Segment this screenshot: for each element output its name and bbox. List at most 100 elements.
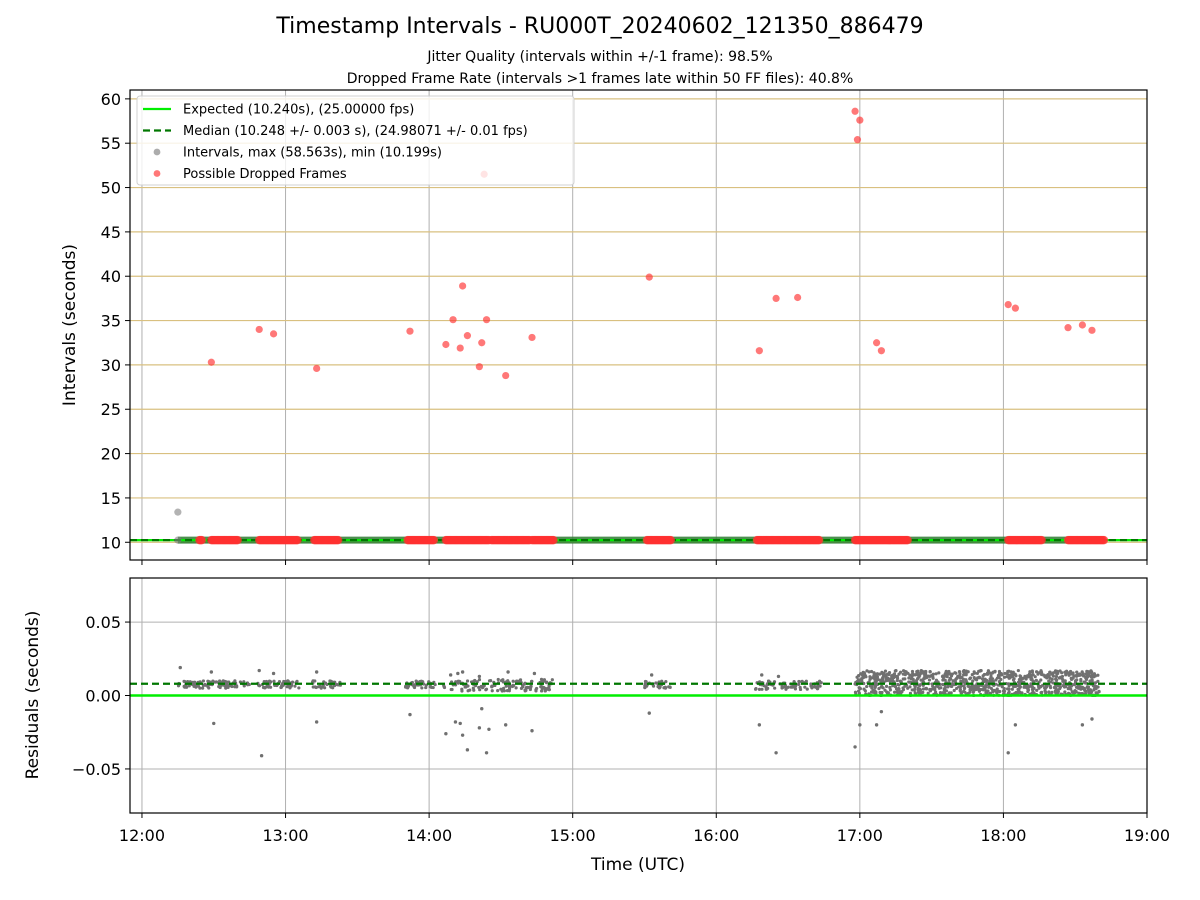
residual-point (314, 720, 319, 724)
residual-point (405, 684, 409, 689)
residual-point (898, 670, 903, 674)
residual-point (1093, 681, 1098, 685)
residual-point (928, 670, 932, 674)
residual-point (975, 671, 979, 676)
residual-point (1056, 691, 1060, 695)
legend-box (136, 95, 575, 186)
residual-point (481, 684, 485, 688)
residual-point (1066, 687, 1070, 691)
residual-point (1000, 685, 1004, 689)
residual-point (812, 685, 816, 689)
residual-point (427, 680, 431, 684)
x-tick-label: 16:00 (693, 826, 739, 845)
residual-point (880, 670, 884, 675)
residual-point (1063, 670, 1067, 674)
residual-point (1019, 674, 1023, 679)
residual-point (1047, 690, 1051, 694)
residual-point (917, 675, 921, 679)
residual-point (1076, 673, 1080, 677)
residual-point (964, 673, 968, 677)
residual-point (901, 669, 906, 673)
residual-point (999, 677, 1003, 682)
residual-point (869, 669, 874, 674)
residual-point (760, 687, 764, 691)
residual-point (450, 687, 454, 692)
dropped-frame-point (429, 535, 439, 545)
residual-point (1003, 671, 1007, 676)
residual-point (545, 686, 550, 691)
dropped-frame-point (406, 327, 414, 335)
residual-point (1037, 671, 1041, 675)
legend-swatch (153, 148, 161, 156)
residual-point (1002, 675, 1007, 679)
residual-point (924, 669, 928, 674)
residual-point (913, 687, 917, 691)
residual-point (540, 689, 544, 693)
residual-point (934, 690, 938, 694)
residual-point (1048, 684, 1052, 688)
residual-point (1021, 676, 1025, 680)
residual-point (1007, 676, 1011, 680)
residual-point (922, 671, 926, 675)
residual-point (917, 688, 921, 693)
y-tick-label: 50 (101, 179, 121, 198)
residual-point (803, 685, 807, 689)
residual-point (1086, 670, 1091, 674)
residual-point (1067, 673, 1071, 677)
residual-point (212, 721, 216, 726)
residual-point (888, 677, 892, 681)
residual-point (1078, 673, 1083, 677)
residual-point (873, 685, 877, 690)
residual-point (942, 675, 946, 679)
residual-point (877, 686, 881, 691)
residual-point (667, 685, 671, 689)
residual-point (280, 682, 284, 686)
residual-point (792, 680, 796, 684)
residual-point (499, 679, 504, 683)
residual-point (882, 672, 886, 676)
residual-point (539, 685, 543, 689)
dropped-frame-point (463, 332, 472, 340)
residual-point (898, 679, 902, 683)
residual-point (873, 676, 877, 680)
residual-point (891, 684, 895, 688)
chart-subtitle-dropped: Dropped Frame Rate (intervals >1 frames … (346, 71, 854, 87)
residual-point (314, 685, 318, 690)
chart-subtitle-jitter: Jitter Quality (intervals within +/-1 fr… (427, 49, 773, 65)
dropped-frame-point (856, 116, 864, 124)
dropped-frame-point (549, 535, 558, 545)
residual-point (1062, 685, 1067, 689)
residual-point (543, 686, 547, 690)
residual-point (1031, 689, 1035, 694)
residual-point (201, 679, 206, 683)
residual-point (647, 711, 651, 715)
residual-point (879, 685, 883, 689)
dropped-frame-point (645, 273, 653, 281)
residual-point (1039, 672, 1044, 677)
residual-point (1044, 686, 1048, 690)
residual-point (453, 720, 458, 724)
legend-label: Expected (10.240s), (25.00000 fps) (183, 103, 414, 118)
x-tick-label: 14:00 (406, 826, 452, 845)
residual-point (321, 684, 325, 689)
residual-point (928, 687, 932, 692)
residual-point (201, 686, 205, 690)
residual-point (949, 674, 953, 678)
residual-point (786, 685, 790, 689)
residual-point (1014, 674, 1018, 678)
residual-point (995, 676, 1000, 680)
residual-point (870, 676, 874, 680)
residual-point (897, 683, 901, 687)
y-tick-label: 15 (101, 489, 121, 508)
y-tick-label: 20 (101, 445, 121, 464)
residual-point (490, 685, 494, 689)
residual-point (988, 691, 993, 696)
residual-point (1047, 679, 1051, 683)
residual-point (412, 685, 417, 690)
dropped-frame-point (1078, 321, 1086, 329)
residual-point (901, 686, 905, 690)
residual-point (1060, 674, 1065, 679)
residual-point (480, 707, 484, 711)
residual-point (514, 686, 518, 690)
residual-point (985, 682, 989, 687)
